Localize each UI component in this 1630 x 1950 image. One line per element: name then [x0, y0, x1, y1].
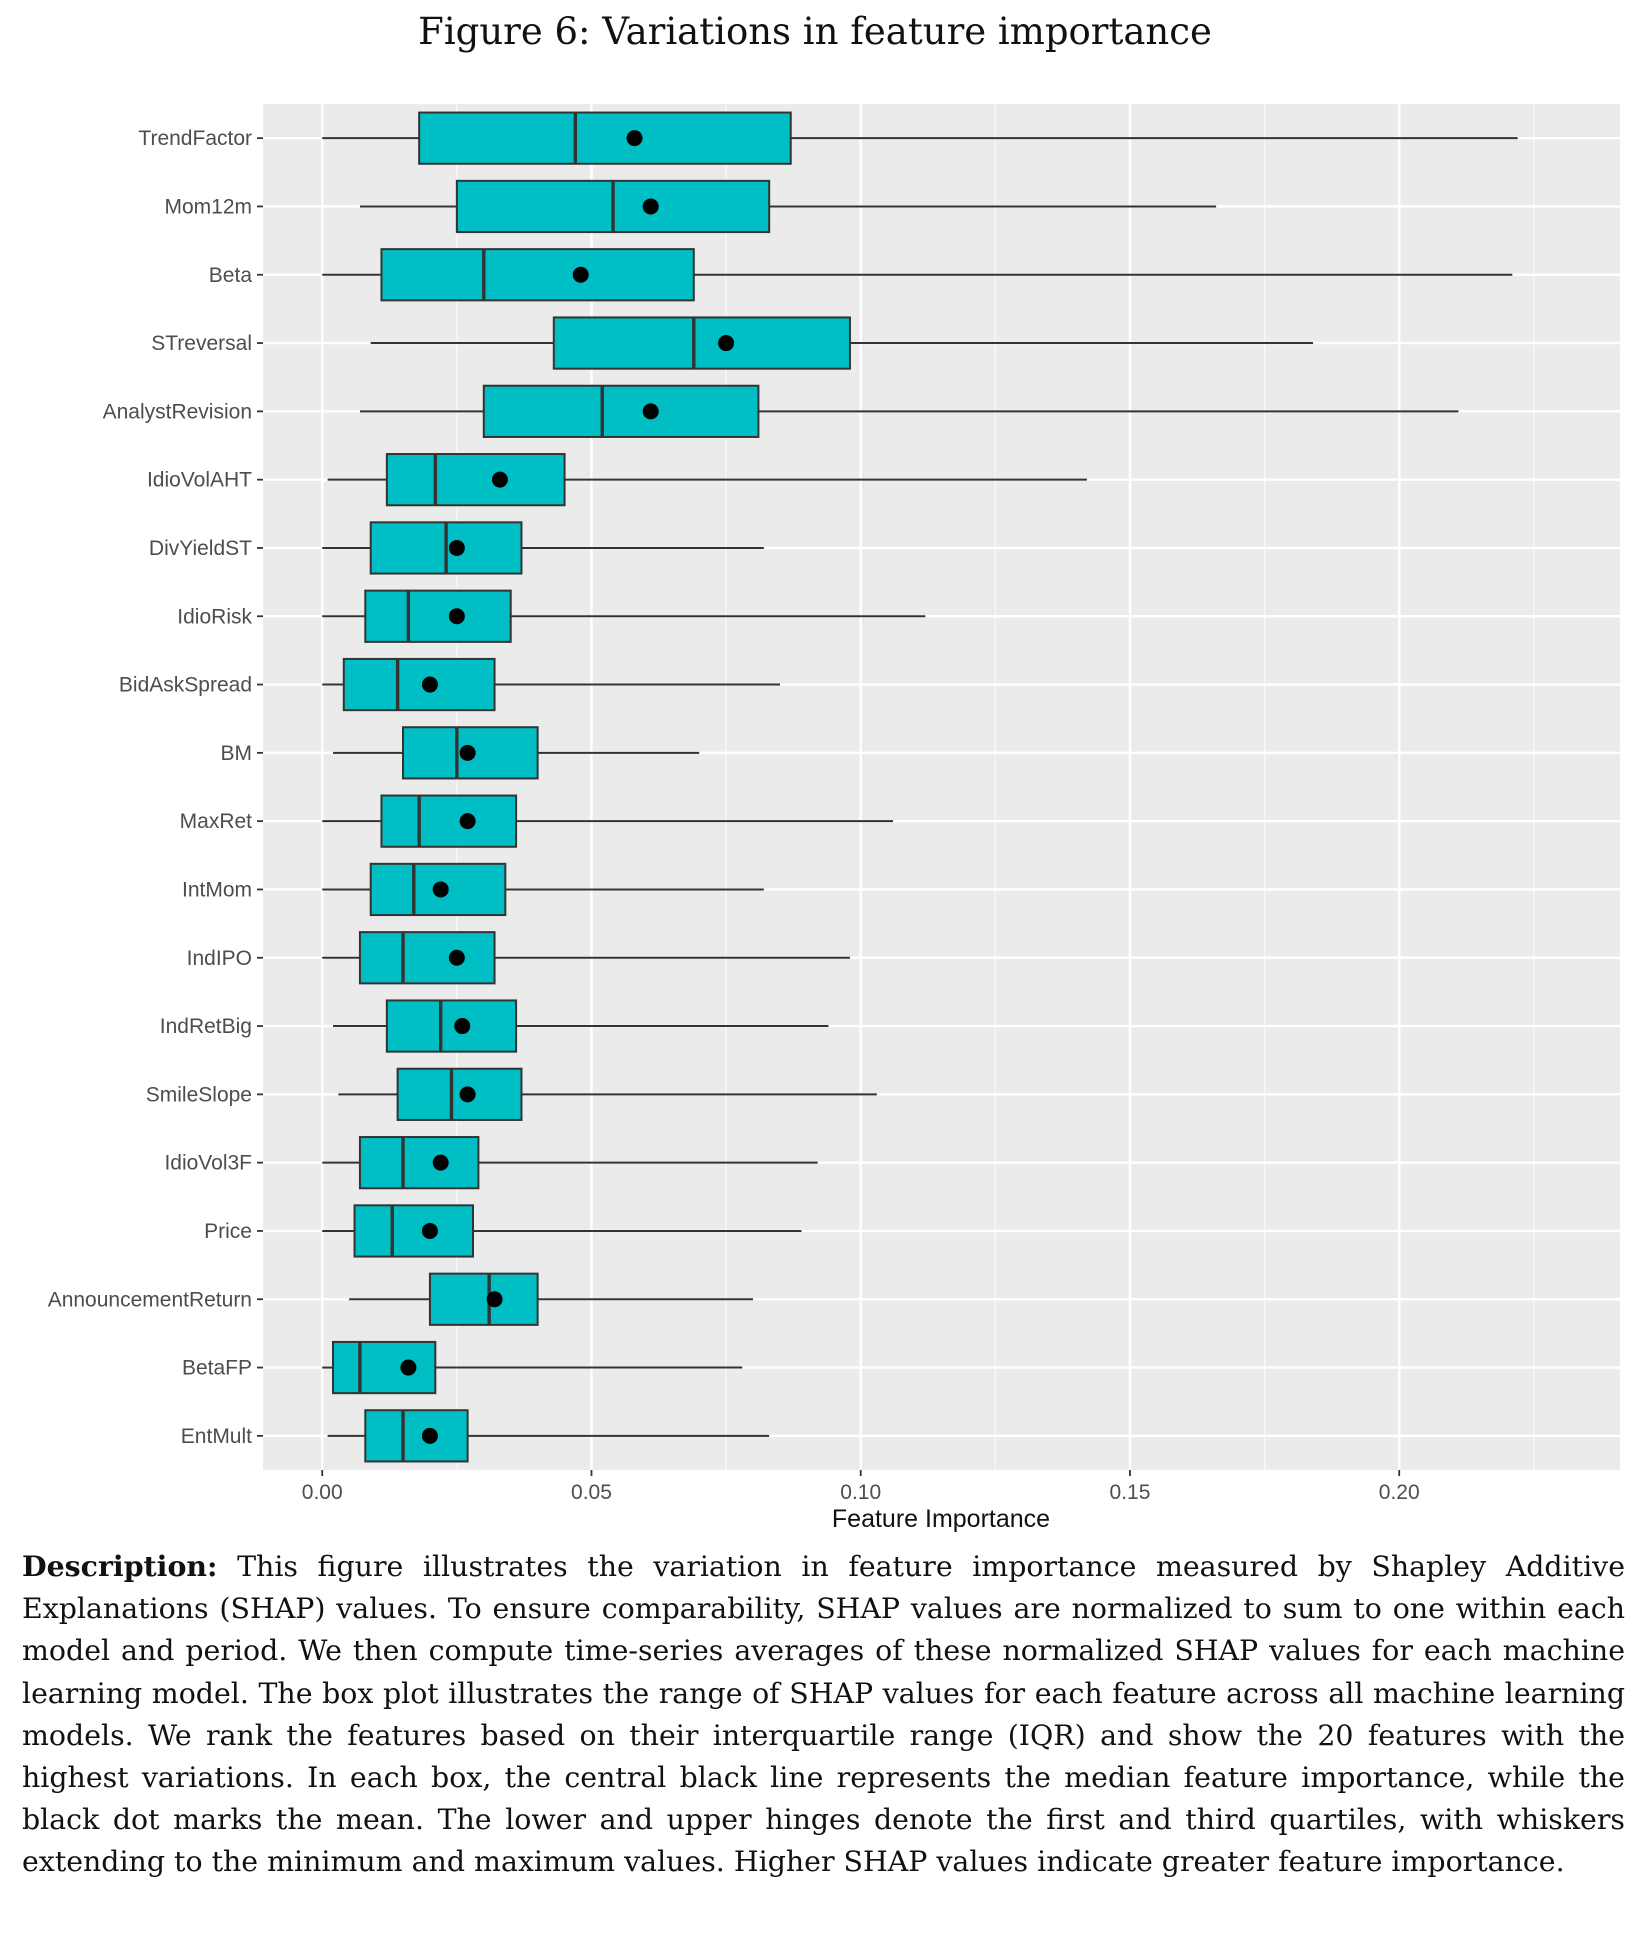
iqr-box [342, 657, 496, 712]
iqr-box [385, 453, 566, 507]
x-axis-title: Feature Importance [832, 1505, 1050, 1533]
iqr-box [385, 999, 518, 1053]
x-tick-label: 0.15 [1110, 1481, 1151, 1504]
mean-point [626, 130, 643, 147]
plot-panel [263, 104, 1620, 1470]
mean-point [421, 676, 438, 693]
y-tick-label: Beta [209, 264, 253, 287]
iqr-box [396, 1067, 523, 1121]
y-tick-label: SmileSlope [146, 1083, 252, 1106]
mean-point [432, 881, 449, 898]
y-tick-label: EntMult [181, 1425, 252, 1448]
iqr-box [418, 111, 792, 165]
y-tick-label: BetaFP [182, 1357, 252, 1380]
mean-point [486, 1291, 503, 1308]
mean-point [718, 335, 735, 352]
mean-point [459, 1086, 476, 1103]
iqr-box [482, 384, 760, 438]
y-tick-label: IndIPO [187, 947, 252, 970]
iqr-box [358, 1136, 480, 1190]
iqr-box [552, 316, 851, 370]
figure-description: Description: This figure illustrates the… [22, 1545, 1625, 1884]
y-tick-label: MaxRet [180, 810, 253, 833]
mean-point [454, 1018, 471, 1035]
y-axis: TrendFactor Mom12m Beta STreversal AnalystRe… [48, 127, 263, 1448]
mean-point [642, 198, 659, 215]
iqr-box [364, 1409, 469, 1463]
x-axis: 0.00 0.05 0.10 0.15 0.20 [302, 1470, 1420, 1504]
mean-point [448, 608, 465, 625]
mean-point [421, 1222, 438, 1239]
y-tick-label: IntMom [182, 878, 252, 901]
description-text: This figure illustrates the variation in… [22, 1550, 1625, 1879]
y-tick-label: IndRetBig [160, 1015, 252, 1038]
mean-point [400, 1359, 417, 1376]
y-tick-label: TrendFactor [138, 127, 252, 150]
y-tick-label: Mom12m [164, 195, 252, 218]
iqr-box [428, 1272, 539, 1326]
y-tick-label: IdioVol3F [164, 1152, 252, 1175]
boxes-layer [322, 111, 1518, 1463]
iqr-box [380, 248, 695, 302]
x-tick-label: 0.05 [571, 1481, 612, 1504]
mean-point [491, 471, 508, 488]
y-tick-label: IdioVolAHT [147, 469, 252, 492]
mean-point [459, 813, 476, 830]
mean-point [421, 1427, 438, 1444]
mean-point [572, 266, 589, 283]
iqr-box [332, 1340, 437, 1395]
y-tick-label: DivYieldST [149, 537, 252, 560]
description-label: Description: [22, 1549, 218, 1583]
y-tick-label: BM [221, 742, 253, 765]
mean-point [448, 539, 465, 556]
mean-point [459, 744, 476, 761]
mean-point [448, 949, 465, 966]
y-tick-label: Price [204, 1220, 252, 1243]
mean-point [432, 1154, 449, 1171]
iqr-box [380, 794, 518, 848]
iqr-box [358, 931, 496, 985]
x-tick-label: 0.10 [840, 1481, 881, 1504]
y-tick-label: AnalystRevision [103, 400, 252, 423]
iqr-box [353, 1204, 475, 1258]
y-tick-label: STreversal [151, 332, 252, 355]
x-tick-label: 0.00 [302, 1481, 343, 1504]
box-plot-chart: TrendFactor Mom12m Beta STreversal AnalystRe… [48, 104, 1620, 1533]
y-tick-label: AnnouncementReturn [48, 1288, 252, 1311]
iqr-box [364, 589, 512, 643]
figure-title: Figure 6: Variations in feature importan… [418, 10, 1212, 53]
y-tick-label: IdioRisk [177, 605, 252, 628]
mean-point [642, 403, 659, 420]
x-tick-label: 0.20 [1379, 1481, 1420, 1504]
y-tick-label: BidAskSpread [119, 674, 252, 697]
